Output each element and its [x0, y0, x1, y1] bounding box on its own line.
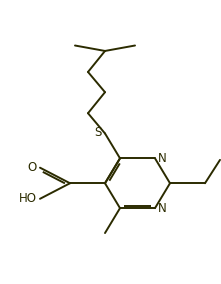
Text: N: N: [158, 152, 167, 165]
Text: S: S: [94, 126, 102, 139]
Text: N: N: [158, 202, 167, 215]
Text: O: O: [27, 161, 37, 174]
Text: HO: HO: [19, 192, 37, 205]
